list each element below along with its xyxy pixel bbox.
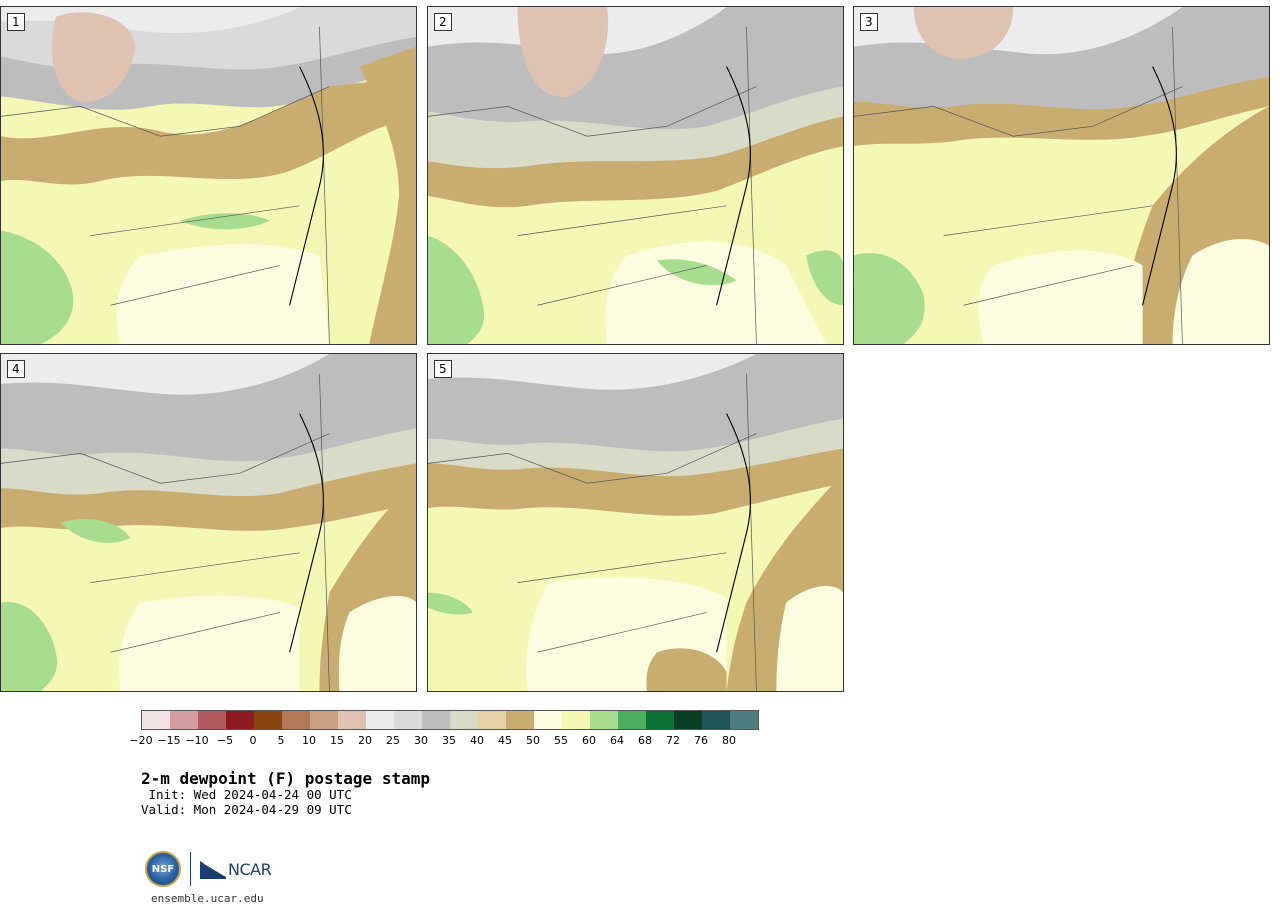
panel-label: 3: [860, 13, 878, 31]
colorbar-swatch: [590, 711, 618, 729]
colorbar-tick-label: −15: [157, 734, 181, 747]
member-panel-4: 4: [0, 353, 417, 692]
dewpoint-map-3: [854, 7, 1269, 344]
colorbar-swatch: [254, 711, 282, 729]
colorbar-tick-label: 72: [666, 734, 680, 747]
colorbar-tick-label: −5: [216, 734, 234, 747]
chart-title: 2-m dewpoint (F) postage stamp: [141, 769, 430, 788]
colorbar-swatch: [646, 711, 674, 729]
colorbar-tick-label: 30: [414, 734, 428, 747]
member-panel-5: 5: [427, 353, 844, 692]
colorbar-tick-label: 60: [582, 734, 596, 747]
colorbar-swatch: [170, 711, 198, 729]
colorbar-tick-label: 40: [470, 734, 484, 747]
dewpoint-map-1: [1, 7, 416, 344]
init-time: Init: Wed 2024-04-24 00 UTC: [141, 787, 352, 802]
colorbar-tick-label: 55: [554, 734, 568, 747]
colorbar-swatch: [198, 711, 226, 729]
colorbar-swatch: [478, 711, 506, 729]
colorbar-tick-label: 76: [694, 734, 708, 747]
colorbar-swatch: [366, 711, 394, 729]
colorbar-tick-label: 10: [302, 734, 316, 747]
colorbar-ticks: −20 −15 −10 −5 0 5 10 15 20 25 30 35 40 45 50 55 60 64 68 7…: [129, 734, 761, 748]
colorbar-swatch: [702, 711, 730, 729]
panel-label: 1: [7, 13, 25, 31]
logo-separator: [190, 852, 191, 886]
colorbar-tick-label: 20: [358, 734, 372, 747]
logos: NSF NCAR: [145, 851, 272, 887]
member-panel-3: 3: [853, 6, 1270, 345]
ncar-logo-icon: [200, 861, 226, 879]
colorbar-tick-label: 68: [638, 734, 652, 747]
colorbar-swatch: [310, 711, 338, 729]
colorbar-tick-label: 15: [330, 734, 344, 747]
colorbar-tick-label: −10: [185, 734, 209, 747]
colorbar-swatch: [674, 711, 702, 729]
dewpoint-map-2: [428, 7, 843, 344]
colorbar-swatch: [282, 711, 310, 729]
colorbar-tick-label: −20: [129, 734, 153, 747]
panel-label: 4: [7, 360, 25, 378]
colorbar-tick-label: 25: [386, 734, 400, 747]
colorbar-swatch: [562, 711, 590, 729]
colorbar-swatch: [450, 711, 478, 729]
colorbar-swatch: [338, 711, 366, 729]
colorbar-swatch: [730, 711, 758, 729]
member-panel-2: 2: [427, 6, 844, 345]
dewpoint-map-5: [428, 354, 843, 691]
colorbar-swatch: [506, 711, 534, 729]
colorbar: [141, 710, 759, 730]
colorbar-tick-label: 80: [722, 734, 736, 747]
colorbar-swatch: [142, 711, 170, 729]
colorbar-tick-label: 45: [498, 734, 512, 747]
colorbar-tick-label: 64: [610, 734, 624, 747]
colorbar-swatch: [618, 711, 646, 729]
ncar-logo-text: NCAR: [228, 859, 272, 879]
panel-label: 2: [434, 13, 452, 31]
dewpoint-map-4: [1, 354, 416, 691]
colorbar-swatch: [226, 711, 254, 729]
colorbar-tick-label: 0: [249, 734, 257, 747]
colorbar-tick-label: 50: [526, 734, 540, 747]
valid-time: Valid: Mon 2024-04-29 09 UTC: [141, 802, 352, 817]
colorbar-swatch: [534, 711, 562, 729]
panel-label: 5: [434, 360, 452, 378]
colorbar-tick-label: 5: [277, 734, 285, 747]
colorbar-tick-label: 35: [442, 734, 456, 747]
footer-url: ensemble.ucar.edu: [151, 892, 264, 905]
member-panel-1: 1: [0, 6, 417, 345]
nsf-logo-icon: NSF: [145, 851, 181, 887]
colorbar-swatch: [422, 711, 450, 729]
colorbar-swatch: [394, 711, 422, 729]
